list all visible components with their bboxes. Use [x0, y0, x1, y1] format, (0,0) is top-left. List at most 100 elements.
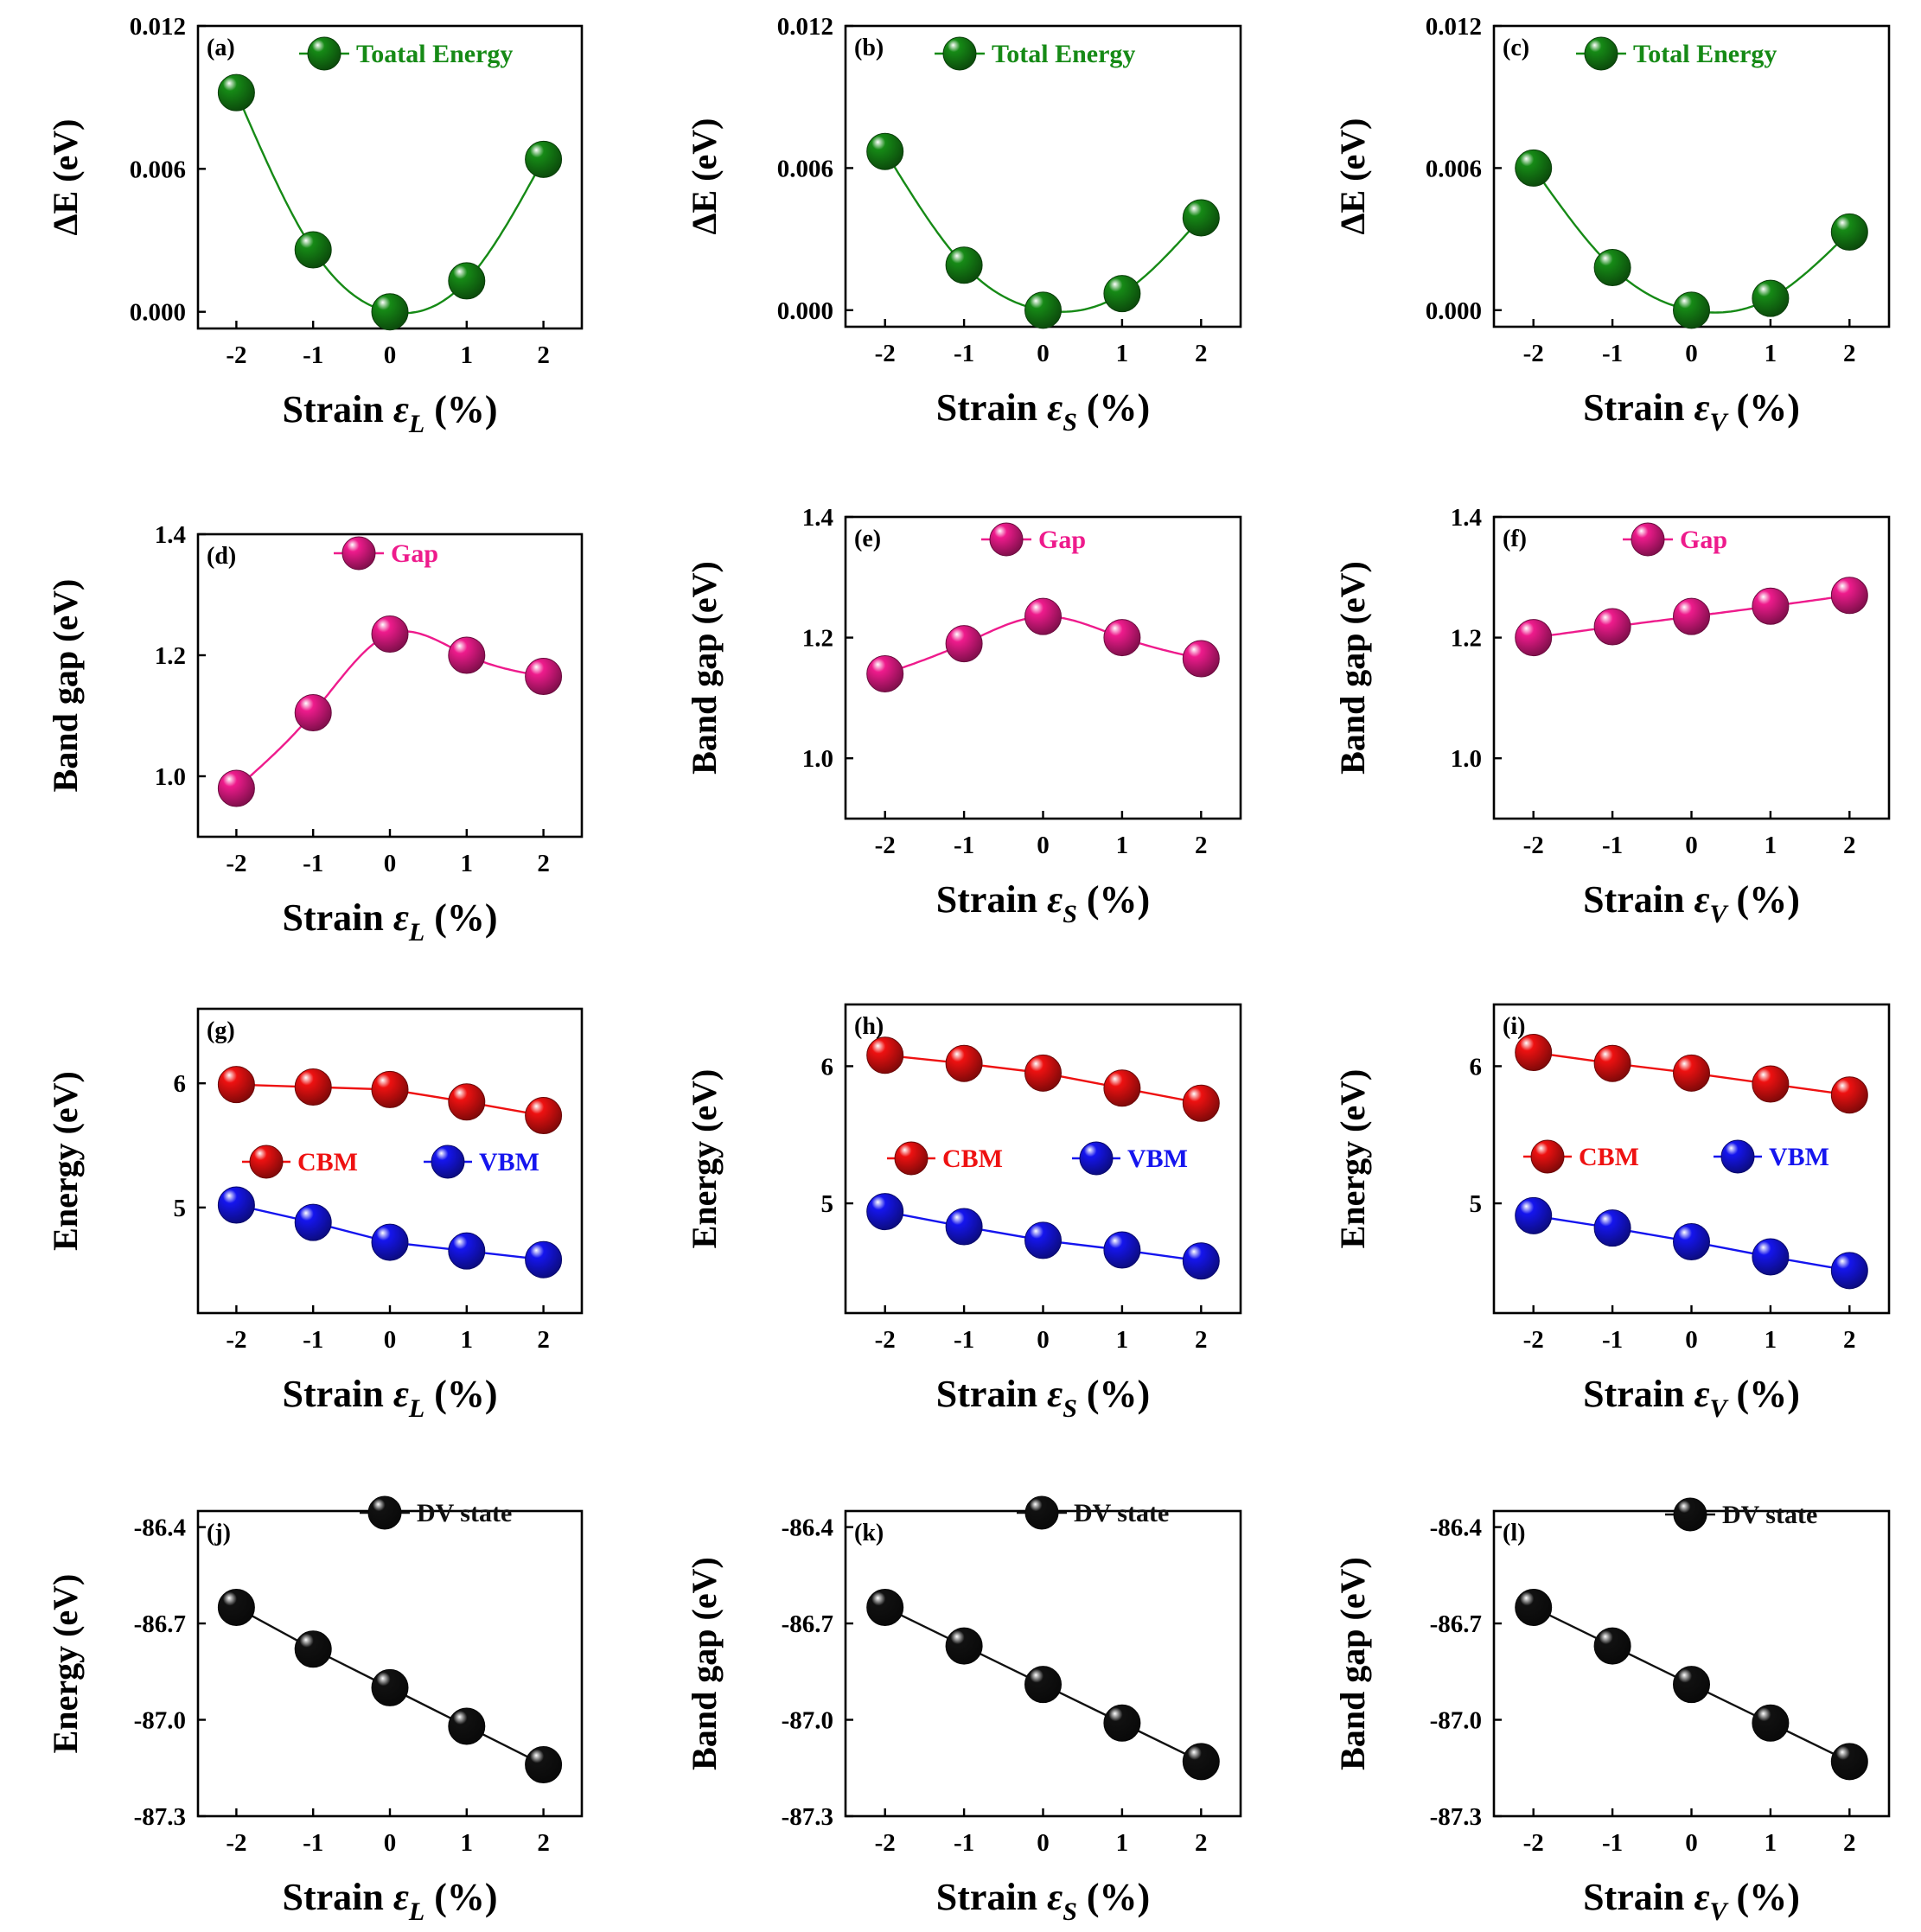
- x-label-subscript: V: [1710, 1897, 1730, 1926]
- data-point: [1024, 1054, 1062, 1092]
- x-tick-label: 0: [384, 850, 397, 877]
- x-tick-label: 0: [384, 1829, 397, 1857]
- data-point: [1182, 640, 1220, 678]
- data-point: [1024, 1666, 1062, 1704]
- y-tick-label: -86.7: [1430, 1610, 1482, 1638]
- legend-total-energy: Total Energy: [935, 36, 1135, 71]
- data-point: [525, 1240, 563, 1278]
- data-point: [448, 636, 486, 674]
- plot-frame: [196, 1509, 584, 1818]
- plot-frame: [1492, 24, 1891, 328]
- data-point: [1830, 577, 1868, 615]
- x-axis-label: Strain εL (%): [282, 896, 497, 947]
- x-label-symbol: ε: [1694, 1373, 1709, 1415]
- x-label-subscript: V: [1710, 408, 1730, 437]
- legend-label: DV state: [1722, 1501, 1817, 1529]
- panel-label: (e): [854, 526, 881, 552]
- x-tick-label: -1: [1602, 340, 1623, 367]
- x-label-unit: (%): [1727, 386, 1800, 429]
- y-tick-label: -86.7: [134, 1610, 186, 1638]
- x-label-word: Strain: [1583, 386, 1694, 429]
- x-tick-label: 0: [1685, 340, 1698, 367]
- y-axis-label: Band gap (eV): [46, 579, 85, 793]
- data-point: [866, 132, 904, 170]
- legend-marker: [1673, 1497, 1707, 1532]
- legend-label: VBM: [479, 1148, 539, 1176]
- data-point: [1593, 1627, 1631, 1665]
- x-label-symbol: ε: [1694, 1876, 1709, 1918]
- x-label-unit: (%): [1727, 878, 1800, 921]
- x-label-subscript: L: [408, 918, 424, 947]
- x-tick-label: 2: [1195, 1326, 1208, 1354]
- x-tick-label: 1: [1116, 832, 1129, 859]
- x-label-symbol: ε: [1694, 878, 1709, 921]
- x-label-subscript: S: [1063, 408, 1077, 437]
- legend-label: Gap: [391, 539, 438, 568]
- legend-toatal-energy: Toatal Energy: [299, 36, 513, 71]
- y-axis-label: Energy (eV): [1333, 1069, 1372, 1249]
- data-point: [371, 1668, 409, 1706]
- data-point: [1515, 1196, 1553, 1234]
- data-point: [1515, 619, 1553, 657]
- data-point: [448, 1707, 486, 1745]
- legend-cbm: CBM: [242, 1145, 358, 1179]
- x-label-word: Strain: [936, 386, 1047, 429]
- x-label-subscript: V: [1710, 1394, 1730, 1423]
- plot-frame: [844, 24, 1242, 328]
- x-tick-label: 1: [1116, 340, 1129, 367]
- y-tick-label: 0.006: [777, 155, 833, 182]
- x-tick-label: 2: [537, 1326, 550, 1354]
- y-tick-label: 1.0: [1451, 745, 1482, 773]
- x-tick-label: -1: [1602, 832, 1623, 859]
- x-label-unit: (%): [1077, 386, 1150, 429]
- legend-marker: [307, 36, 341, 71]
- x-axis-label: Strain εV (%): [1583, 1373, 1800, 1423]
- x-tick-label: 0: [1685, 832, 1698, 859]
- data-point: [1673, 1666, 1710, 1704]
- legend-marker: [942, 36, 977, 71]
- x-label-subscript: L: [408, 1394, 424, 1423]
- x-tick-label: 0: [1037, 340, 1050, 367]
- x-label-unit: (%): [424, 1876, 497, 1918]
- x-label-symbol: ε: [393, 1876, 409, 1918]
- y-tick-label: 0.012: [777, 13, 833, 41]
- legend-marker: [341, 536, 376, 571]
- x-label-word: Strain: [936, 878, 1047, 921]
- x-tick-label: 2: [1195, 1829, 1208, 1857]
- x-tick-label: 0: [1685, 1829, 1698, 1857]
- x-label-word: Strain: [282, 1373, 392, 1415]
- legend-marker: [1530, 1139, 1565, 1174]
- x-label-unit: (%): [1727, 1373, 1800, 1415]
- legend-gap: Gap: [1623, 522, 1727, 557]
- panel-c: -2 -1 0 1 2 0.000 0.006 0.012 (c) ΔE (eV) Strain ε…: [1333, 13, 1891, 437]
- legend-vbm: VBM: [1072, 1141, 1188, 1176]
- y-axis-label: Band gap (eV): [685, 561, 724, 775]
- data-point: [866, 1588, 904, 1626]
- x-label-subscript: S: [1063, 900, 1077, 928]
- data-point: [1103, 1231, 1141, 1269]
- panel-d: -2 -1 0 1 2 1.0 1.2 1.4 (d) Band gap (eV) Strain ε…: [46, 521, 584, 947]
- data-point: [1182, 1242, 1220, 1280]
- data-point: [217, 1186, 255, 1224]
- plot-frame: [844, 1509, 1242, 1818]
- x-tick-label: -2: [1523, 340, 1544, 367]
- x-tick-label: -2: [226, 1829, 246, 1857]
- legend-label: Gap: [1680, 526, 1727, 554]
- data-point: [217, 73, 255, 112]
- y-tick-label: 0.006: [1426, 155, 1482, 182]
- data-point: [1673, 1222, 1710, 1260]
- x-tick-label: -1: [303, 850, 323, 877]
- data-point: [294, 231, 332, 269]
- x-tick-label: 0: [1037, 1326, 1050, 1354]
- y-axis-label: Band gap (eV): [685, 1557, 724, 1770]
- x-label-unit: (%): [1727, 1876, 1800, 1918]
- legend-dv-state: DV state: [360, 1495, 512, 1530]
- x-label-word: Strain: [1583, 878, 1694, 921]
- y-tick-label: 1.4: [155, 521, 186, 549]
- data-point: [1182, 199, 1220, 237]
- x-tick-label: 2: [1843, 1326, 1856, 1354]
- legend-dv-state: DV state: [1665, 1497, 1817, 1532]
- y-tick-label: 1.0: [155, 763, 186, 791]
- y-axis-label: Band gap (eV): [1333, 1557, 1372, 1770]
- x-tick-label: 2: [1843, 832, 1856, 859]
